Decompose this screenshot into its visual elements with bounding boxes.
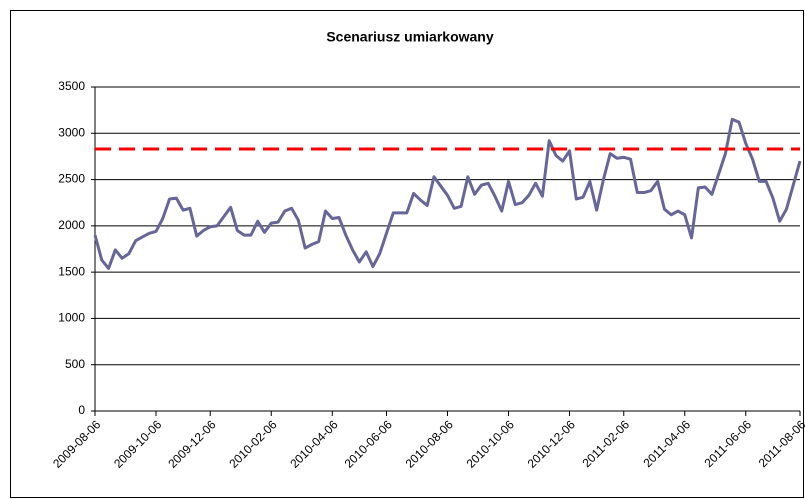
chart-border (10, 10, 804, 498)
y-tick-label: 1500 (58, 264, 85, 278)
y-tick-label: 2500 (58, 172, 85, 186)
y-tick-label: 500 (65, 357, 85, 371)
y-tick-label: 2000 (58, 218, 85, 232)
chart-title: Scenariusz umiarkowany (326, 29, 494, 45)
y-tick-label: 0 (78, 403, 85, 417)
y-tick-label: 3000 (58, 125, 85, 139)
line (93, 117, 802, 270)
y-tick-label: 3500 (58, 79, 85, 93)
y-tick-label: 1000 (58, 311, 85, 325)
